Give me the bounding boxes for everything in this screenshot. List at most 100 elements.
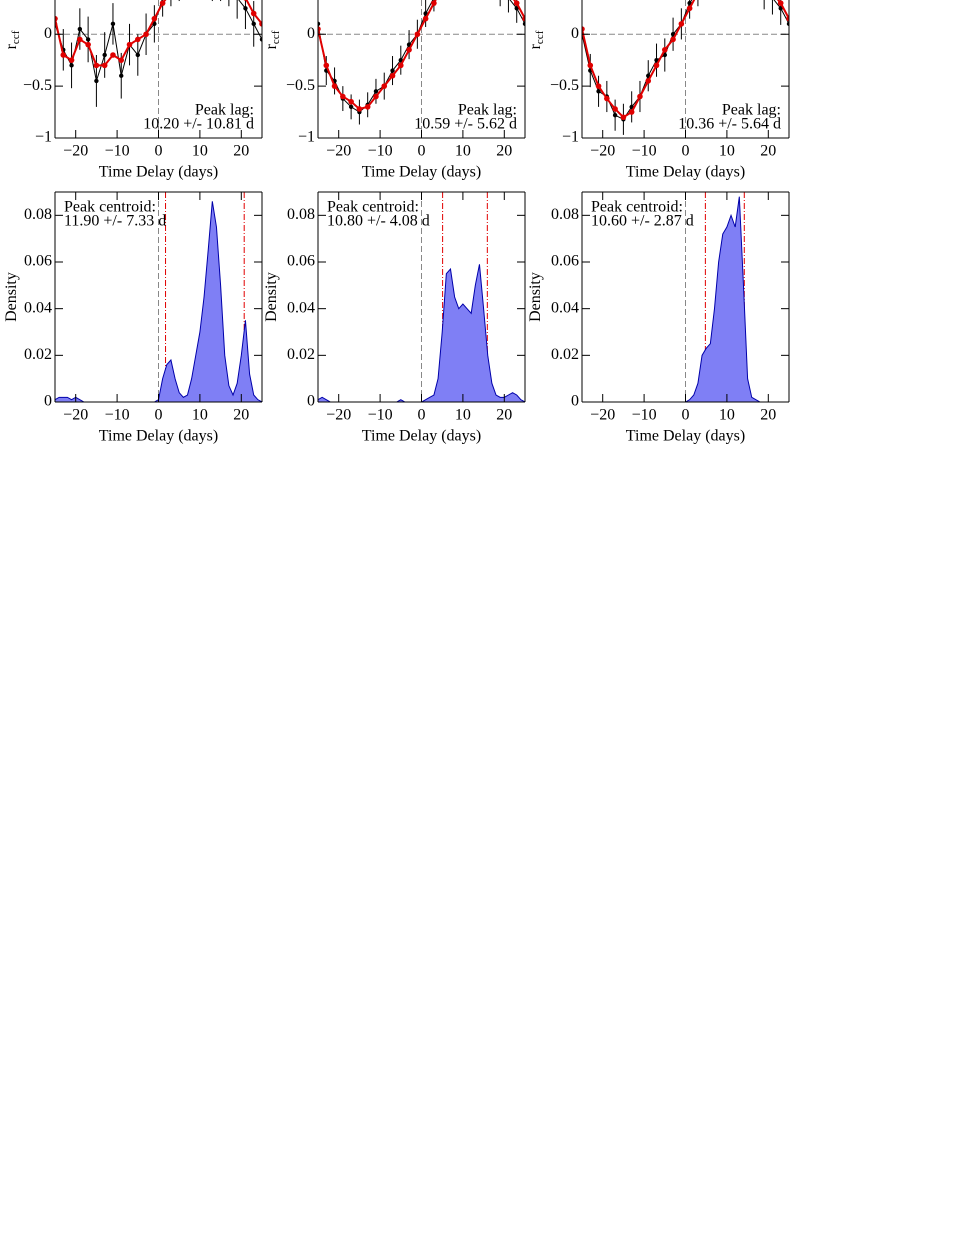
x-tick-label: −20 xyxy=(590,407,615,424)
x-axis-label: Time Delay (days) xyxy=(362,428,481,445)
data-point xyxy=(318,26,321,32)
panel: −20 −10 0 10 20 −1 −0.5 0 Time Delay (days) rccf P… xyxy=(263,0,526,181)
data-point xyxy=(118,57,125,63)
data-point xyxy=(348,104,354,110)
plot-area xyxy=(582,0,789,138)
x-axis-label: Time Delay (days) xyxy=(362,164,481,181)
data-point xyxy=(259,21,262,27)
annotation: Peak lag: xyxy=(458,102,517,119)
data-point xyxy=(110,52,116,58)
y-axis-label-sub: ccf xyxy=(10,30,22,44)
data-point xyxy=(653,62,660,69)
data-point xyxy=(68,57,75,63)
x-axis-label: Time Delay (days) xyxy=(626,164,745,181)
data-point xyxy=(587,62,594,69)
panel: −20 −10 0 10 20 0 0.02 0.04 0.06 0.08 Time Delay (… xyxy=(3,191,263,445)
y-tick-label: 0.06 xyxy=(551,253,579,270)
data-point xyxy=(786,21,789,27)
density-area xyxy=(318,264,525,402)
data-point xyxy=(406,47,412,53)
x-tick-label: 0 xyxy=(155,143,163,160)
y-axis-label: Density xyxy=(263,272,280,322)
data-point xyxy=(348,98,354,105)
y-tick-label: 0.06 xyxy=(287,253,315,270)
data-point xyxy=(398,62,404,69)
x-tick-label: −20 xyxy=(63,143,88,160)
y-tick-label: −0.5 xyxy=(286,77,315,94)
x-tick-label: −10 xyxy=(632,407,657,424)
y-tick-label: 0.06 xyxy=(24,253,52,270)
y-tick-label: 0.04 xyxy=(287,299,315,316)
data-point xyxy=(777,0,784,6)
data-point xyxy=(662,47,668,53)
data-point xyxy=(596,89,601,94)
x-tick-label: −20 xyxy=(63,407,88,424)
x-tick-label: 10 xyxy=(455,143,471,160)
y-axis-label: Density xyxy=(3,272,20,322)
y-tick-label: 0.04 xyxy=(551,299,579,316)
y-axis-label: Density xyxy=(527,272,544,322)
y-axis-label-main: Density xyxy=(527,272,544,322)
y-tick-label: 0.08 xyxy=(287,206,315,223)
panel: −20 −10 0 10 20 −1 −0.5 0 Time Delay (days) rccf P… xyxy=(3,0,263,181)
data-point xyxy=(55,15,58,22)
data-point xyxy=(323,62,330,69)
y-axis-label-main: Density xyxy=(3,272,20,322)
data-point xyxy=(93,62,100,69)
x-tick-label: 0 xyxy=(418,143,426,160)
data-point xyxy=(414,31,421,38)
y-axis-label-sub: ccf xyxy=(534,30,546,44)
plot-area xyxy=(55,0,262,138)
annotation: 10.20 +/- 10.81 d xyxy=(143,116,254,133)
annotation: 10.80 +/- 4.08 d xyxy=(327,213,430,230)
x-tick-label: 20 xyxy=(233,143,249,160)
y-tick-label: 0 xyxy=(571,25,579,42)
x-tick-label: −10 xyxy=(632,143,657,160)
plot-area xyxy=(318,192,525,402)
y-axis-label-main: r xyxy=(3,43,20,49)
y-tick-label: 0 xyxy=(307,25,315,42)
data-point xyxy=(340,93,346,100)
data-point xyxy=(85,41,91,48)
x-tick-label: 10 xyxy=(719,407,735,424)
data-point xyxy=(364,104,371,110)
x-tick-label: −10 xyxy=(105,143,130,160)
x-tick-label: 0 xyxy=(682,143,690,160)
x-axis-label: Time Delay (days) xyxy=(99,428,218,445)
y-axis-label-main: r xyxy=(527,43,544,49)
y-tick-label: 0 xyxy=(307,393,315,410)
data-point xyxy=(143,31,149,38)
y-tick-label: −1 xyxy=(35,129,52,146)
x-tick-label: −20 xyxy=(326,407,351,424)
density-area xyxy=(582,196,789,402)
data-point xyxy=(151,15,158,22)
plot-area xyxy=(318,0,525,138)
data-point xyxy=(389,72,396,79)
x-tick-label: 0 xyxy=(418,407,426,424)
y-axis-label: rccf xyxy=(3,30,22,49)
x-tick-label: 20 xyxy=(233,407,249,424)
y-tick-label: 0.08 xyxy=(24,206,52,223)
panel: −20 −10 0 10 20 0 0.02 0.04 0.06 0.08 Time Delay (… xyxy=(527,191,790,445)
annotation: Peak centroid: xyxy=(327,199,419,216)
data-point xyxy=(243,6,248,11)
x-tick-label: −20 xyxy=(326,143,351,160)
data-point xyxy=(637,93,643,100)
annotation: 10.60 +/- 2.87 d xyxy=(591,213,694,230)
data-point xyxy=(250,10,257,17)
y-tick-label: 0.04 xyxy=(24,299,52,316)
data-point xyxy=(135,36,141,43)
x-tick-label: 20 xyxy=(496,407,512,424)
data-point xyxy=(251,21,256,27)
plot-area xyxy=(582,192,789,402)
x-tick-label: −10 xyxy=(105,407,130,424)
y-axis-label-main: Density xyxy=(263,272,280,322)
data-point xyxy=(604,95,610,102)
x-tick-label: −10 xyxy=(368,407,393,424)
data-point xyxy=(373,93,379,100)
x-tick-label: 10 xyxy=(192,407,208,424)
annotation: Peak centroid: xyxy=(591,199,683,216)
y-axis-label: rccf xyxy=(263,30,282,49)
data-point xyxy=(678,21,685,27)
y-tick-label: −1 xyxy=(562,129,579,146)
